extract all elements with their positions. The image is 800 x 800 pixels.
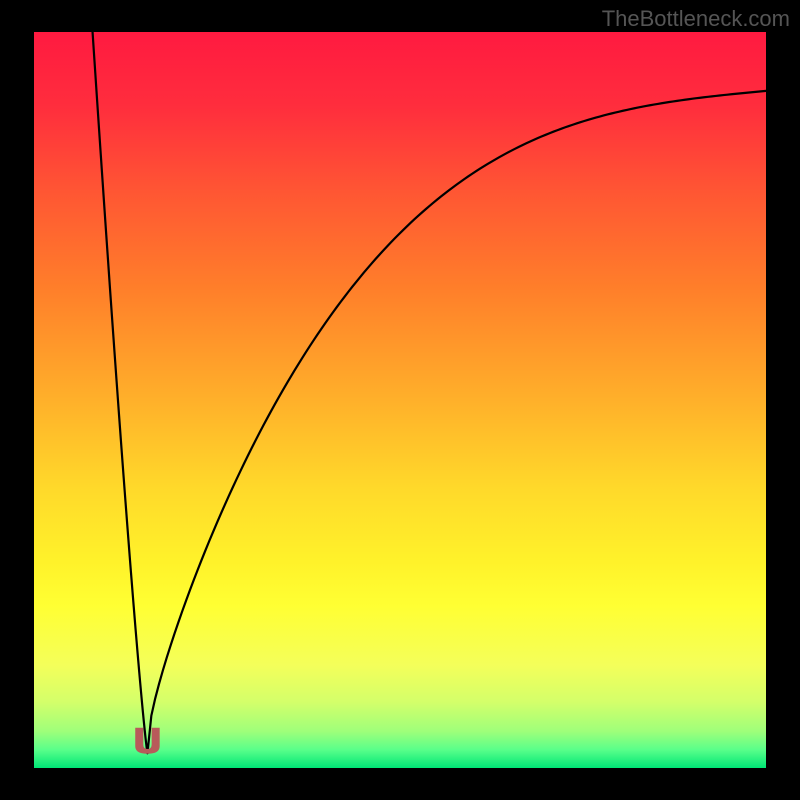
watermark-text: TheBottleneck.com [602,6,790,32]
chart-figure: TheBottleneck.com [0,0,800,800]
chart-svg [0,0,800,800]
plot-area-gradient [34,32,766,768]
